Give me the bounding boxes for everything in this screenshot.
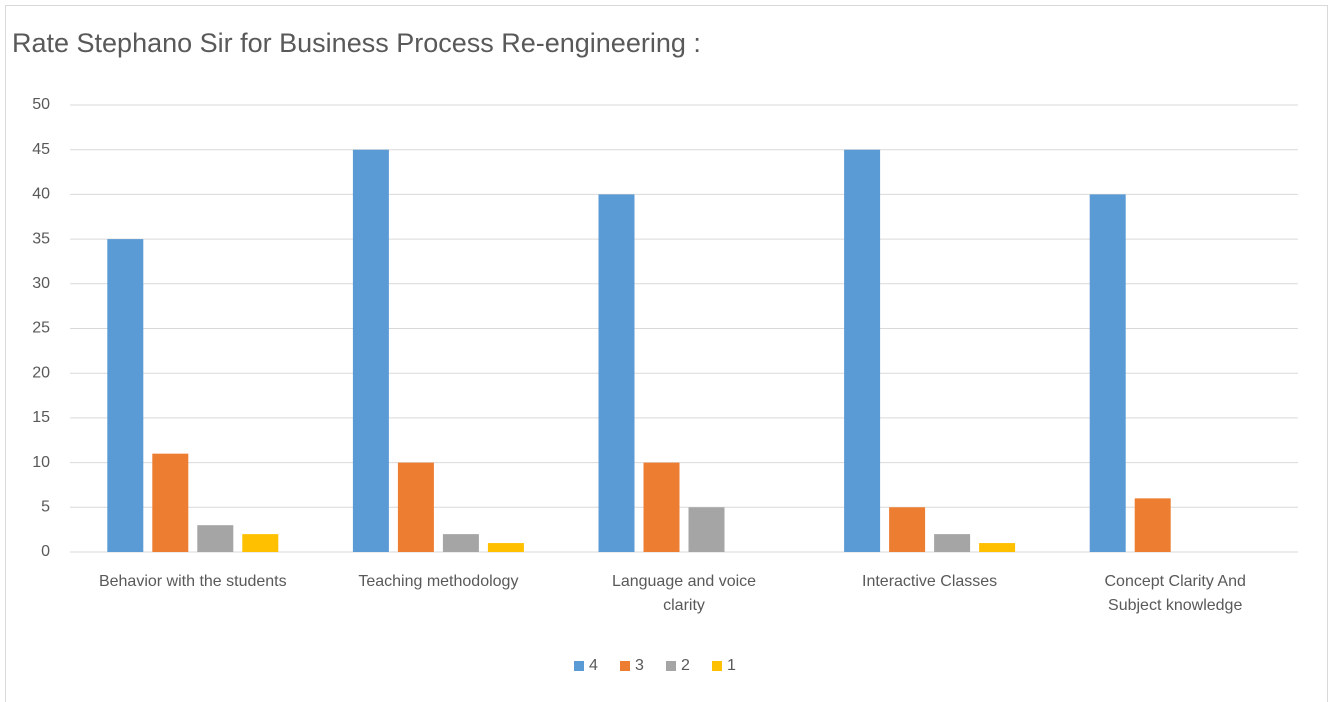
bar [688, 507, 725, 552]
bar [1134, 498, 1171, 552]
bar [598, 194, 635, 552]
y-tick-label: 15 [32, 409, 50, 426]
bar [242, 534, 279, 552]
x-tick-label: Interactive Classes [862, 573, 998, 590]
legend-label: 4 [589, 657, 598, 674]
y-tick-label: 25 [32, 320, 50, 337]
chart-title: Rate Stephano Sir for Business Process R… [12, 28, 701, 58]
bar [643, 462, 680, 552]
x-tick-label: Teaching methodology [358, 573, 519, 590]
bar [442, 534, 479, 552]
legend-swatch [574, 661, 584, 671]
bar [889, 507, 926, 552]
x-tick-label: Behavior with the students [98, 573, 287, 590]
bar [979, 543, 1016, 552]
y-tick-label: 30 [32, 275, 50, 292]
legend-swatch [620, 661, 630, 671]
bar [197, 525, 234, 552]
y-tick-label: 0 [41, 543, 50, 560]
legend-swatch [712, 661, 722, 671]
bar [152, 453, 189, 552]
bar [844, 149, 881, 552]
y-tick-label: 10 [32, 454, 50, 471]
legend-label: 3 [635, 657, 644, 674]
bar [397, 462, 434, 552]
y-tick-label: 20 [32, 364, 50, 381]
y-tick-label: 45 [32, 141, 50, 158]
legend-label: 2 [681, 657, 690, 674]
bar [934, 534, 971, 552]
bar [1089, 194, 1126, 552]
legend-label: 1 [727, 657, 736, 674]
y-tick-label: 5 [41, 499, 50, 516]
bar [352, 149, 389, 552]
x-tick-label: Language and voice clarity [611, 573, 757, 614]
y-tick-label: 35 [32, 230, 50, 247]
y-tick-label: 50 [32, 96, 50, 113]
bar [107, 239, 144, 552]
x-tick-label: Concept Clarity And Subject knowledge [1104, 573, 1246, 614]
legend-swatch [666, 661, 676, 671]
bar [487, 543, 524, 552]
y-tick-label: 40 [32, 186, 50, 203]
